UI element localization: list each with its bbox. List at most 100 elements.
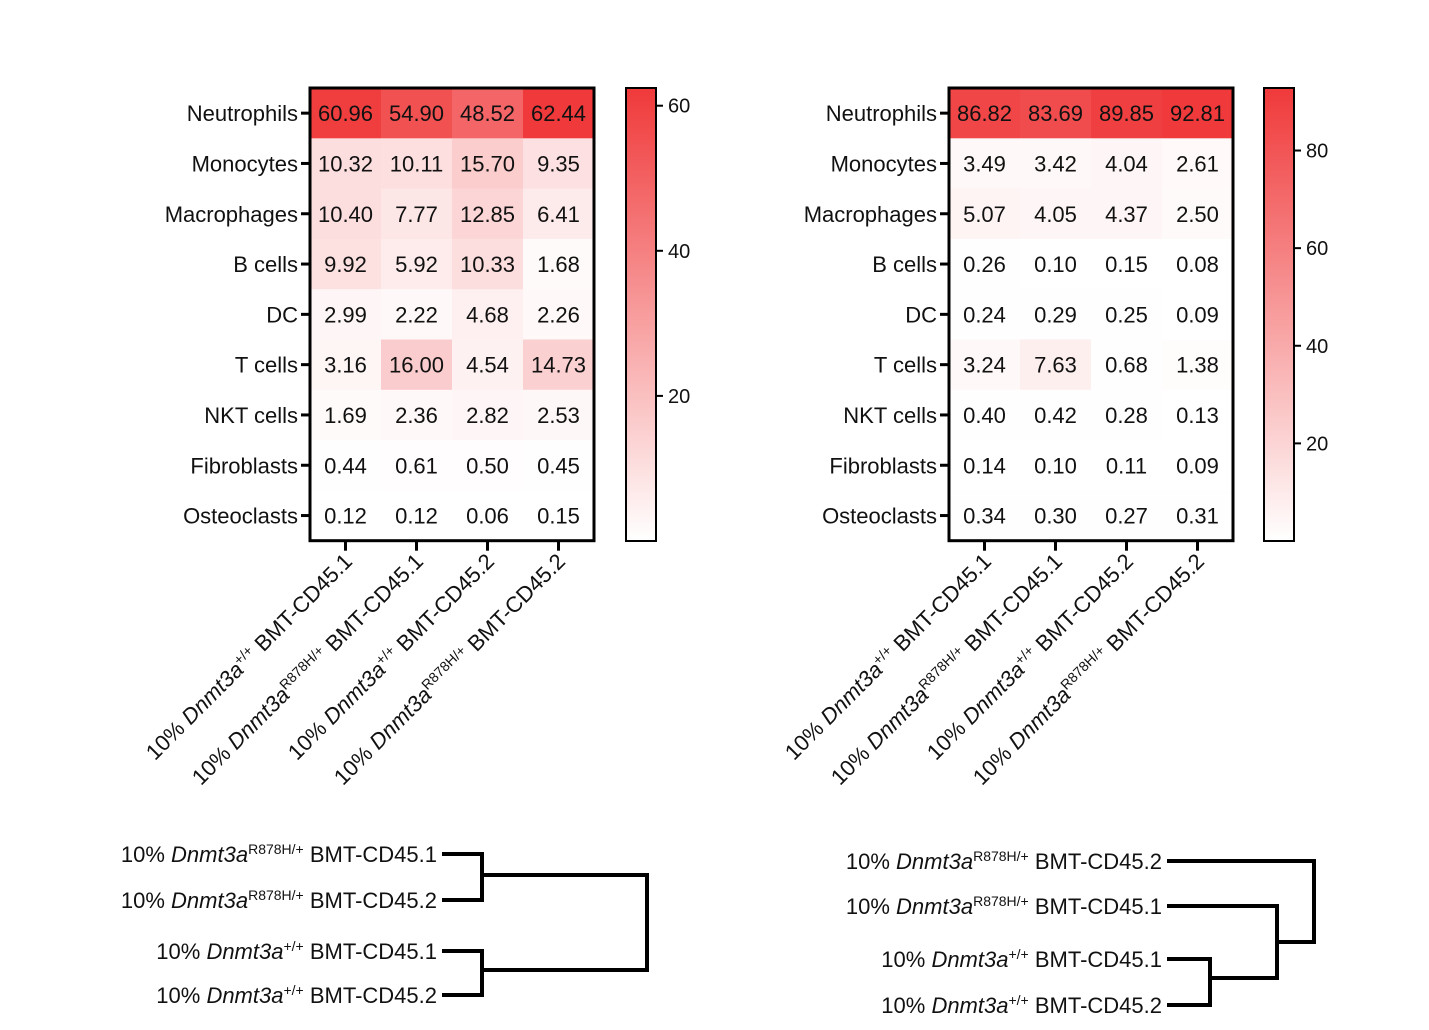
heatmap-cell <box>381 490 453 542</box>
heatmap-cell <box>310 440 382 491</box>
heatmap-cell <box>1020 389 1092 441</box>
cell-value-label: 0.15 <box>1105 252 1148 277</box>
heatmap-cell <box>1020 188 1092 240</box>
cell-value-label: 10.32 <box>318 151 373 176</box>
heatmap-cell <box>1162 389 1234 441</box>
cell-value-label: 3.49 <box>963 151 1006 176</box>
heatmap-cell <box>381 238 453 290</box>
heatmap-cell <box>523 440 595 491</box>
cell-value-label: 0.50 <box>466 453 509 478</box>
heatmap-cell <box>949 88 1021 139</box>
heatmap-cell <box>1091 490 1163 542</box>
cell-value-label: 60.96 <box>318 101 373 126</box>
cell-value-label: 3.42 <box>1034 151 1077 176</box>
row-label: Monocytes <box>831 151 937 176</box>
heatmap-cell <box>1162 138 1234 190</box>
dendrogram-branch <box>1167 904 1279 980</box>
cell-value-label: 62.44 <box>531 101 586 126</box>
heatmap-cell <box>523 88 595 139</box>
heatmap-cell <box>452 440 524 491</box>
heatmap-cell <box>949 490 1021 542</box>
heatmap-cell <box>1020 490 1092 542</box>
heatmap-cell <box>381 88 453 139</box>
cell-value-label: 48.52 <box>460 101 515 126</box>
dendrogram-branch <box>442 852 484 902</box>
cell-value-label: 0.27 <box>1105 504 1148 529</box>
cell-value-label: 0.13 <box>1176 403 1219 428</box>
cell-value-label: 0.34 <box>963 504 1006 529</box>
row-label: DC <box>905 302 937 327</box>
cell-value-label: 2.22 <box>395 302 438 327</box>
cell-value-label: 15.70 <box>460 151 515 176</box>
heatmap-cell <box>452 389 524 441</box>
heatmap-cell <box>1020 440 1092 491</box>
heatmap-cell <box>452 339 524 391</box>
cell-value-label: 1.68 <box>537 252 580 277</box>
cell-value-label: 7.63 <box>1034 353 1077 378</box>
heatmap-cell <box>452 88 524 139</box>
cell-value-label: 86.82 <box>957 101 1012 126</box>
heatmap-cell <box>381 339 453 391</box>
colorbar-tick-label: 60 <box>668 96 690 118</box>
heatmap-cell <box>1091 289 1163 340</box>
heatmap-cell <box>523 490 595 542</box>
cell-value-label: 2.53 <box>537 403 580 428</box>
heatmap-cell <box>949 339 1021 391</box>
cell-value-label: 3.24 <box>963 353 1006 378</box>
heatmap-cell <box>1020 289 1092 340</box>
cell-value-label: 3.16 <box>324 353 367 378</box>
heatmap-cell <box>310 389 382 441</box>
heatmap-cell <box>310 188 382 240</box>
heatmap-cell <box>452 138 524 190</box>
cell-value-label: 0.29 <box>1034 302 1077 327</box>
heatmap-cell <box>1020 339 1092 391</box>
heatmap-cell <box>1162 490 1234 542</box>
row-label: NKT cells <box>204 403 298 428</box>
cell-value-label: 0.40 <box>963 403 1006 428</box>
row-label: Osteoclasts <box>183 504 298 529</box>
cell-value-label: 10.40 <box>318 202 373 227</box>
heatmap-cell <box>523 389 595 441</box>
cell-value-label: 0.45 <box>537 453 580 478</box>
heatmap-cell <box>1162 238 1234 290</box>
cell-value-label: 0.44 <box>324 453 367 478</box>
heatmap-cell <box>381 188 453 240</box>
cell-value-label: 5.07 <box>963 202 1006 227</box>
heatmap-cell <box>523 188 595 240</box>
cell-value-label: 0.68 <box>1105 353 1148 378</box>
colorbar-tick-label: 40 <box>668 241 690 263</box>
cell-value-label: 10.11 <box>390 151 443 176</box>
heatmap-cell <box>949 289 1021 340</box>
cell-value-label: 5.92 <box>395 252 438 277</box>
heatmap-cell <box>949 138 1021 190</box>
row-label: DC <box>266 302 298 327</box>
dendrogram-leaf-label: 10% Dnmt3aR878H/+ BMT-CD45.2 <box>121 887 437 913</box>
dendrogram-leaf-label: 10% Dnmt3a+/+ BMT-CD45.2 <box>881 992 1162 1018</box>
row-label: Osteoclasts <box>822 504 937 529</box>
colorbar-tick-label: 40 <box>1306 336 1328 358</box>
cell-value-label: 12.85 <box>460 202 515 227</box>
dendrogram-branch <box>482 873 649 972</box>
row-label: T cells <box>874 353 937 378</box>
row-label: B cells <box>872 252 937 277</box>
colorbar-tick-label: 20 <box>668 386 690 408</box>
cell-value-label: 0.31 <box>1176 504 1219 529</box>
heatmap-cell <box>523 339 595 391</box>
heatmap-cell <box>1091 339 1163 391</box>
cell-value-label: 83.69 <box>1028 101 1083 126</box>
heatmap-cell <box>452 289 524 340</box>
heatmap-cell <box>310 490 382 542</box>
cell-value-label: 0.42 <box>1034 403 1077 428</box>
heatmap-cell <box>1091 88 1163 139</box>
cell-value-label: 9.35 <box>537 151 580 176</box>
heatmap-cell <box>523 238 595 290</box>
cell-value-label: 0.15 <box>537 504 580 529</box>
heatmap-cell <box>381 389 453 441</box>
cell-value-label: 54.90 <box>389 101 444 126</box>
heatmap-cell <box>452 238 524 290</box>
cell-value-label: 0.06 <box>466 504 509 529</box>
heatmap-cell <box>310 138 382 190</box>
cell-value-label: 1.38 <box>1176 353 1219 378</box>
cell-value-label: 9.92 <box>324 252 367 277</box>
colorbar <box>625 87 657 542</box>
